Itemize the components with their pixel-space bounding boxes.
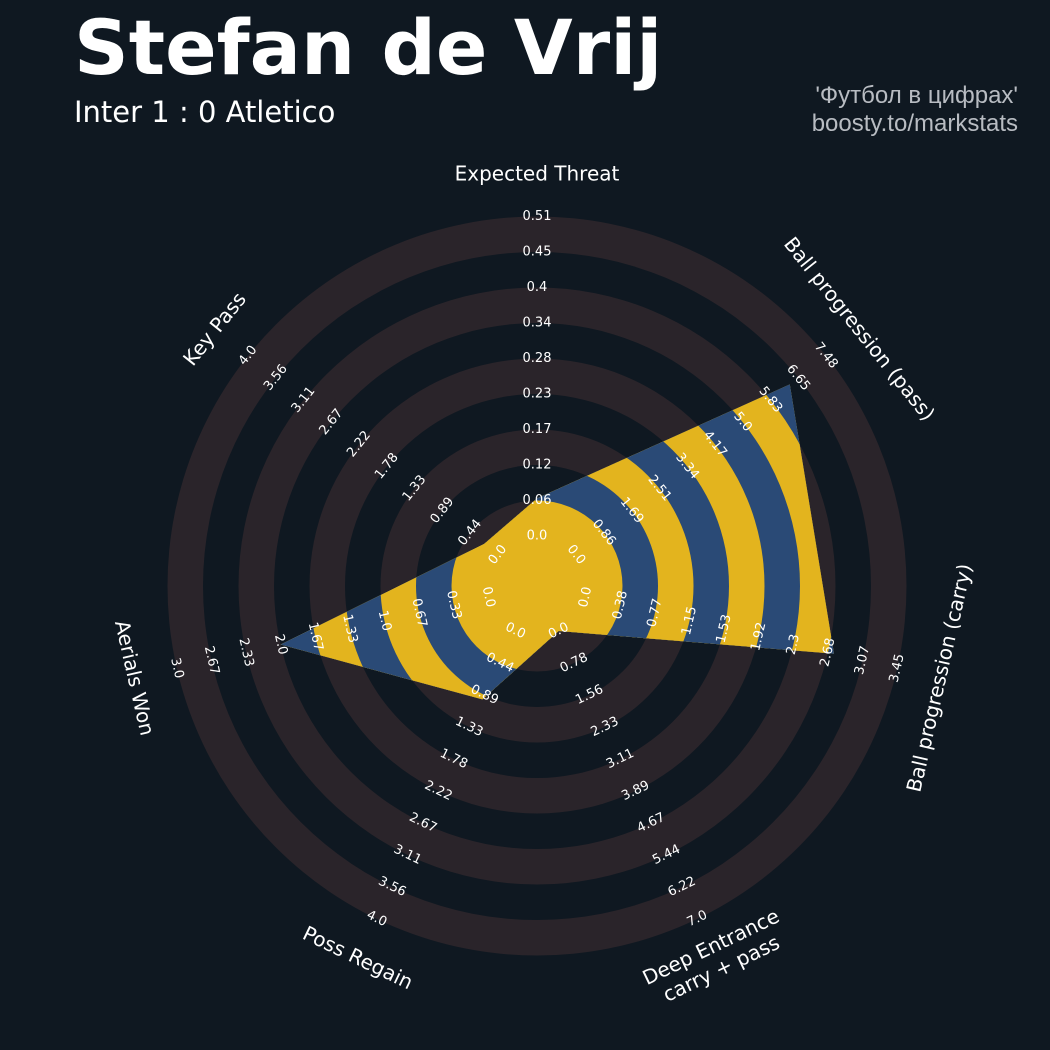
radar-tick-label: 2.33 (235, 637, 256, 669)
radar-axis-label: Expected Threat (455, 162, 620, 186)
radar-tick-label: 3.45 (887, 652, 908, 684)
radar-tick-label: 1.0 (375, 609, 394, 633)
radar-tick-label: 1.92 (748, 621, 769, 653)
radar-tick-label: 0.38 (610, 589, 631, 621)
radar-tick-label: 2.68 (817, 637, 838, 669)
radar-tick-label: 0.45 (523, 245, 552, 260)
radar-center-disc (487, 536, 587, 636)
radar-tick-label: 0.33 (443, 589, 464, 621)
radar-tick-label: 0.77 (644, 597, 665, 629)
radar-tick-label: 2.0 (271, 633, 290, 657)
radar-axis-label: Ball progression (carry) (902, 561, 977, 794)
radar-tick-label: 0.4 (527, 280, 548, 295)
radar-tick-label: 0.0 (479, 585, 498, 609)
match-subtitle: Inter 1 : 0 Atletico (74, 95, 336, 129)
radar-tick-label: 0.17 (523, 422, 552, 437)
radar-tick-label: 1.33 (339, 613, 360, 645)
credit-line-1: 'Футбол в цифрах' (815, 82, 1018, 109)
radar-tick-label: 2.67 (201, 645, 222, 677)
radar-tick-label: 0.0 (527, 529, 548, 544)
credit-block: 'Футбол в цифрах' boosty.to/markstats (812, 82, 1018, 138)
radar-tick-label: 2.3 (784, 633, 803, 657)
radar-tick-label: 3.07 (852, 645, 873, 677)
player-title: Stefan de Vrij (74, 3, 663, 92)
radar-tick-label: 0.67 (408, 597, 429, 629)
radar-tick-label: 1.15 (679, 605, 700, 637)
radar-tick-label: 0.34 (523, 316, 552, 331)
radar-axis-label: Poss Regain (299, 921, 417, 994)
radar-tick-label: 0.06 (523, 493, 552, 508)
radar-tick-label: 0.0 (576, 585, 595, 609)
radar-tick-label: 3.0 (167, 656, 186, 680)
radar-tick-label: 0.51 (523, 209, 552, 224)
credit-line-2: boosty.to/markstats (811, 110, 1018, 137)
radar-tick-label: 0.23 (523, 387, 552, 402)
radar-tick-label: 1.53 (714, 613, 735, 645)
radar-tick-label: 0.12 (523, 458, 552, 473)
radar-tick-label: 1.67 (305, 621, 326, 653)
radar-axis-label: Aerials Won (110, 618, 160, 738)
radar-tick-label: 0.28 (523, 351, 552, 366)
